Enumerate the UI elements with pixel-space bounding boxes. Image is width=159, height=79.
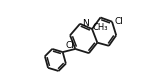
Text: N: N (82, 19, 89, 28)
Text: Cl: Cl (115, 17, 124, 26)
Text: CH₃: CH₃ (93, 23, 108, 32)
Text: Cl: Cl (65, 41, 74, 50)
